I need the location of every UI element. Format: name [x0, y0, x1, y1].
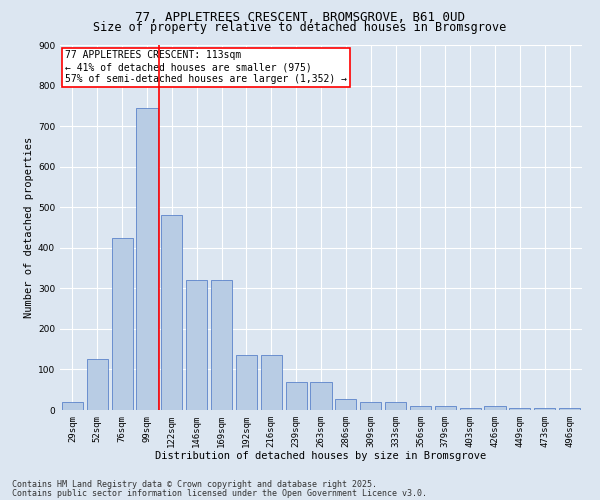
Bar	[534, 408, 555, 410]
Bar	[435, 406, 456, 410]
Text: Contains public sector information licensed under the Open Government Licence v3: Contains public sector information licen…	[12, 488, 427, 498]
Bar	[161, 216, 182, 410]
Y-axis label: Number of detached properties: Number of detached properties	[24, 137, 34, 318]
Bar	[484, 406, 506, 410]
Text: Contains HM Land Registry data © Crown copyright and database right 2025.: Contains HM Land Registry data © Crown c…	[12, 480, 377, 489]
Bar	[236, 355, 257, 410]
Bar	[335, 398, 356, 410]
Bar	[310, 382, 332, 410]
Bar	[211, 280, 232, 410]
Bar	[136, 108, 158, 410]
Text: Size of property relative to detached houses in Bromsgrove: Size of property relative to detached ho…	[94, 22, 506, 35]
Bar	[286, 382, 307, 410]
Bar	[410, 406, 431, 410]
Bar	[112, 238, 133, 410]
Bar	[186, 280, 207, 410]
Bar	[87, 360, 108, 410]
Text: 77, APPLETREES CRESCENT, BROMSGROVE, B61 0UD: 77, APPLETREES CRESCENT, BROMSGROVE, B61…	[135, 11, 465, 24]
Bar	[385, 402, 406, 410]
Bar	[509, 408, 530, 410]
X-axis label: Distribution of detached houses by size in Bromsgrove: Distribution of detached houses by size …	[155, 452, 487, 462]
Bar	[62, 402, 83, 410]
Bar	[360, 402, 381, 410]
Text: 77 APPLETREES CRESCENT: 113sqm
← 41% of detached houses are smaller (975)
57% of: 77 APPLETREES CRESCENT: 113sqm ← 41% of …	[65, 50, 347, 84]
Bar	[559, 408, 580, 410]
Bar	[460, 408, 481, 410]
Bar	[261, 355, 282, 410]
